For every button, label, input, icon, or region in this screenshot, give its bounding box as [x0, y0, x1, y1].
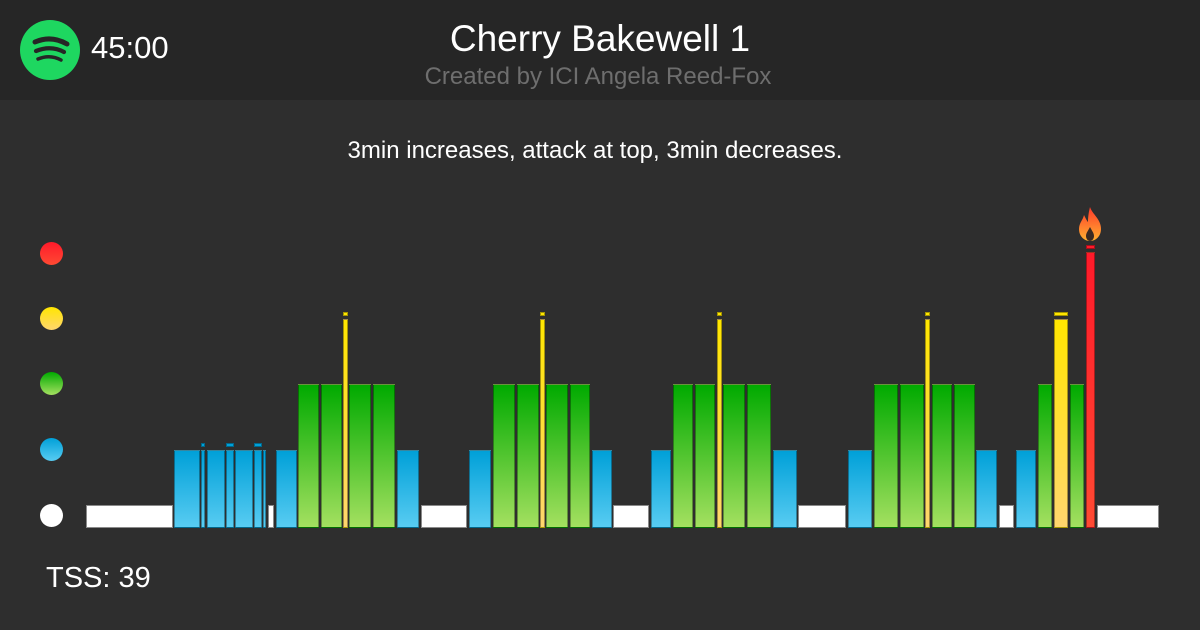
- interval-cap-marker: [343, 312, 348, 316]
- interval-bar-blue: [174, 450, 200, 528]
- interval-bar-blue: [226, 450, 234, 528]
- interval-bar-blue: [592, 450, 612, 528]
- interval-bar-green: [695, 384, 715, 528]
- interval-bar-green: [373, 384, 395, 528]
- interval-bar-blue: [773, 450, 797, 528]
- header-bar: 45:00 Cherry Bakewell 1 Created by ICI A…: [0, 0, 1200, 100]
- interval-cap-marker: [1086, 245, 1095, 249]
- interval-cap-marker: [254, 443, 262, 447]
- interval-bar-white: [999, 505, 1014, 528]
- workout-title: Cherry Bakewell 1: [449, 18, 751, 59]
- interval-bar-green: [517, 384, 539, 528]
- interval-bar-white: [268, 505, 274, 528]
- interval-bar-green: [900, 384, 924, 528]
- workout-author: Created by ICI Angela Reed-Fox: [424, 63, 772, 90]
- interval-bar-blue: [397, 450, 419, 528]
- interval-cap-marker: [717, 312, 722, 316]
- interval-bar-white: [613, 505, 649, 528]
- interval-cap-marker: [1054, 312, 1068, 316]
- interval-cap-marker: [540, 312, 545, 316]
- interval-bar-blue: [235, 450, 253, 528]
- interval-bar-green: [493, 384, 515, 528]
- interval-bar-green: [932, 384, 952, 528]
- interval-bar-yellow: [717, 319, 722, 528]
- interval-bar-yellow: [540, 319, 545, 528]
- interval-bar-green: [1038, 384, 1052, 528]
- interval-bar-blue: [201, 450, 205, 528]
- interval-bar-green: [1070, 384, 1084, 528]
- interval-bar-green: [546, 384, 568, 528]
- interval-bar-blue: [651, 450, 671, 528]
- interval-bar-white: [86, 505, 173, 528]
- interval-bar-green: [747, 384, 771, 528]
- interval-bar-blue: [254, 450, 262, 528]
- interval-bar-green: [954, 384, 975, 528]
- interval-cap-marker: [925, 312, 930, 316]
- zone-dot-white-icon: [40, 504, 63, 527]
- zone-dot-blue-icon: [40, 438, 63, 461]
- interval-bar-white: [421, 505, 467, 528]
- interval-bar-white: [798, 505, 846, 528]
- interval-cap-marker: [201, 443, 205, 447]
- interval-bar-blue: [976, 450, 997, 528]
- interval-bar-blue: [1016, 450, 1036, 528]
- interval-bar-white: [1097, 505, 1159, 528]
- workout-duration: 45:00: [91, 30, 169, 65]
- interval-bar-blue: [263, 450, 266, 528]
- workout-description: 3min increases, attack at top, 3min decr…: [347, 137, 843, 164]
- interval-bar-red: [1086, 252, 1095, 528]
- zone-dot-green-icon: [40, 372, 63, 395]
- interval-bar-blue: [848, 450, 872, 528]
- interval-bar-blue: [276, 450, 297, 528]
- flame-icon: [1075, 205, 1105, 243]
- interval-bar-yellow: [1054, 319, 1068, 528]
- interval-bar-green: [349, 384, 371, 528]
- zone-dot-yellow-icon: [40, 307, 63, 330]
- interval-bar-green: [570, 384, 590, 528]
- interval-bar-yellow: [925, 319, 930, 528]
- interval-bar-green: [298, 384, 319, 528]
- interval-bar-green: [874, 384, 898, 528]
- interval-bar-green: [723, 384, 745, 528]
- spotify-icon[interactable]: [20, 20, 80, 80]
- interval-bar-yellow: [343, 319, 348, 528]
- zone-dot-red-icon: [40, 242, 63, 265]
- tss-score: TSS: 39: [46, 562, 151, 594]
- interval-bar-blue: [207, 450, 225, 528]
- interval-cap-marker: [226, 443, 234, 447]
- interval-bar-blue: [469, 450, 491, 528]
- interval-bar-green: [321, 384, 342, 528]
- interval-bar-green: [673, 384, 693, 528]
